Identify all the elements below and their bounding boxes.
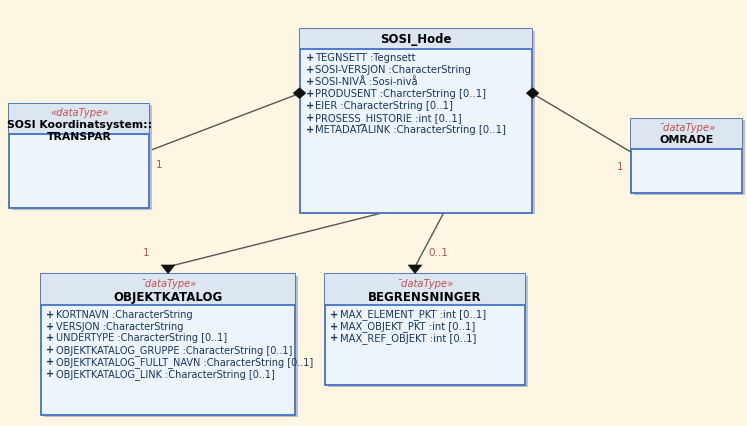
Bar [303,32,535,215]
Bar [9,104,149,135]
Text: PROSESS_HISTORIE :int [0..1]: PROSESS_HISTORIE :int [0..1] [315,112,462,124]
Text: +: + [306,77,314,86]
Text: +: + [330,333,338,343]
Text: +: + [330,321,338,331]
Bar [12,106,152,210]
Text: OMRADE: OMRADE [660,135,713,144]
Bar [325,275,525,305]
Text: +: + [46,368,55,378]
Text: +: + [306,89,314,98]
Polygon shape [161,265,175,274]
Text: ¯dataType»: ¯dataType» [140,278,196,288]
Text: TEGNSETT :Tegnsett: TEGNSETT :Tegnsett [315,53,416,63]
Polygon shape [294,89,306,99]
Text: SOSI Koordinatsystem::
TRANSPAR: SOSI Koordinatsystem:: TRANSPAR [7,120,152,141]
Text: +: + [46,321,55,331]
Bar [300,30,532,213]
Text: +: + [306,101,314,110]
Text: OBJEKTKATALOG_FULLT_NAVN :CharacterString [0..1]: OBJEKTKATALOG_FULLT_NAVN :CharacterStrin… [56,357,313,368]
Text: +: + [306,112,314,122]
Text: +: + [306,65,314,75]
Text: MAX_REF_OBJEKT :int [0..1]: MAX_REF_OBJEKT :int [0..1] [340,333,477,344]
Text: +: + [306,124,314,134]
Text: «dataType»: «dataType» [50,108,108,118]
Text: +: + [46,357,55,366]
Text: METADATALINK :CharacterString [0..1]: METADATALINK :CharacterString [0..1] [315,124,506,134]
Text: SOSI-VERSJON :CharacterString: SOSI-VERSJON :CharacterString [315,65,471,75]
Text: MAX_ELEMENT_PKT :int [0..1]: MAX_ELEMENT_PKT :int [0..1] [340,309,486,320]
Bar [631,119,742,150]
Bar [41,275,295,415]
Bar [9,104,149,209]
Text: UNDERTYPE :CharacterString [0..1]: UNDERTYPE :CharacterString [0..1] [56,333,227,343]
Text: EIER :CharacterString [0..1]: EIER :CharacterString [0..1] [315,101,453,110]
Text: ¯dataType»: ¯dataType» [658,123,715,132]
Text: OBJEKTKATALOG_LINK :CharacterString [0..1]: OBJEKTKATALOG_LINK :CharacterString [0..… [56,368,275,380]
Polygon shape [409,265,422,274]
Bar [328,276,528,387]
Bar [41,275,295,305]
Text: ¯dataType»: ¯dataType» [397,278,453,288]
Text: +: + [330,309,338,319]
Bar [634,121,745,196]
Text: OBJEKTKATALOG_GRUPPE :CharacterString [0..1]: OBJEKTKATALOG_GRUPPE :CharacterString [0… [56,345,292,356]
Text: OBJEKTKATALOG: OBJEKTKATALOG [114,290,223,303]
Text: +: + [46,309,55,319]
Bar [631,119,742,194]
Text: +: + [46,345,55,354]
Text: BEGRENSNINGER: BEGRENSNINGER [368,290,482,303]
Polygon shape [527,89,539,99]
Text: 1: 1 [155,160,162,170]
Text: 1: 1 [143,248,149,258]
Text: MAX_OBJEKT_PKT :int [0..1]: MAX_OBJEKT_PKT :int [0..1] [340,321,475,332]
Text: +: + [306,53,314,63]
Bar [300,30,532,49]
Text: 1: 1 [617,161,624,171]
Text: VERSJON :CharacterString: VERSJON :CharacterString [56,321,184,331]
Text: 0..1: 0..1 [429,248,448,258]
Text: SOSI-NIVÅ :Sosi-nivå: SOSI-NIVÅ :Sosi-nivå [315,77,418,86]
Text: PRODUSENT :CharcterString [0..1]: PRODUSENT :CharcterString [0..1] [315,89,486,98]
Bar [44,276,298,417]
Text: SOSI_Hode: SOSI_Hode [380,33,452,46]
Text: +: + [46,333,55,343]
Bar [325,275,525,386]
Text: KORTNAVN :CharacterString: KORTNAVN :CharacterString [56,309,193,319]
